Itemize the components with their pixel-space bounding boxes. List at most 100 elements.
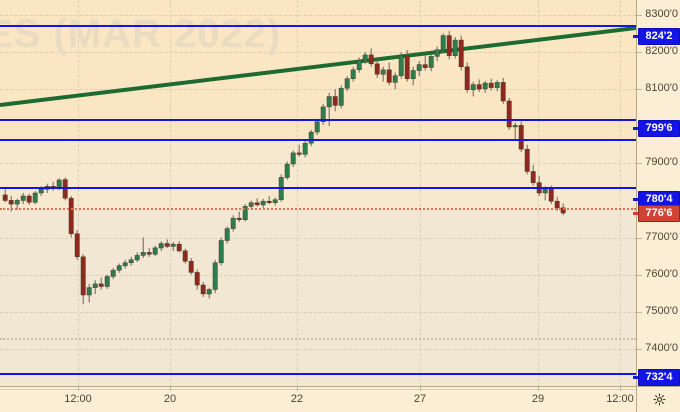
candle-body <box>290 152 296 165</box>
lower-zone <box>0 208 636 386</box>
candle-body <box>362 54 368 61</box>
grid-line-horizontal <box>0 349 636 350</box>
price-marker-7996[interactable]: 799'6 <box>638 120 680 137</box>
candle-body <box>38 189 44 194</box>
price-tick-mark <box>637 238 642 239</box>
candle-body <box>20 195 26 201</box>
price-marker-8242[interactable]: 824'2 <box>638 28 680 45</box>
time-tick-label: 20 <box>163 393 177 405</box>
candle-body <box>74 233 80 258</box>
time-tick-label: 12:00 <box>64 393 92 405</box>
candle-body <box>104 276 110 287</box>
price-tick-label: 7900'0 <box>645 156 678 168</box>
candle-body <box>2 194 8 201</box>
grid-line-vertical <box>420 0 421 386</box>
time-tick-mark <box>170 387 171 391</box>
candle-body <box>404 55 410 79</box>
candle-body <box>464 66 470 91</box>
time-axis[interactable]: 12:00 20 22 27 29 12:00 <box>0 386 636 412</box>
price-tick-label: 7400'0 <box>645 342 678 354</box>
price-marker-nub <box>633 198 638 201</box>
time-tick-mark <box>420 387 421 391</box>
time-tick-label: 12:00 <box>606 393 634 405</box>
candle-body <box>422 64 428 68</box>
price-axis[interactable]: 8300'0 8200'0 8100'0 7900'0 7700'0 7600'0 7500… <box>633 0 680 386</box>
candle-body <box>548 189 554 202</box>
time-tick-mark <box>297 387 298 391</box>
candle-body <box>428 56 434 68</box>
candle-body <box>482 82 488 90</box>
support-upper[interactable] <box>0 187 636 189</box>
candle-body <box>494 82 500 88</box>
time-tick-mark <box>620 387 621 391</box>
candle-body <box>368 54 374 65</box>
candle-body <box>440 35 446 50</box>
candle-body <box>542 189 548 194</box>
candle-body <box>254 202 260 206</box>
price-tick-label: 7500'0 <box>645 305 678 317</box>
candle-body <box>374 63 380 75</box>
candle-body <box>302 143 308 155</box>
resistance-upper[interactable] <box>0 25 636 27</box>
candle-body <box>92 283 98 288</box>
time-tick-label: 27 <box>413 393 427 405</box>
candle-body <box>524 148 530 172</box>
candle-body <box>98 283 104 287</box>
candle-body <box>236 217 242 220</box>
price-tick-mark <box>637 312 642 313</box>
candle-body <box>242 206 248 221</box>
candle-body <box>452 39 458 56</box>
grid-line-horizontal <box>0 89 636 90</box>
candle-body <box>170 243 176 247</box>
candle-body <box>506 100 512 128</box>
price-marker-nub <box>633 35 638 38</box>
price-marker-7324[interactable]: 732'4 <box>638 369 680 386</box>
price-tick-label: 8300'0 <box>645 8 678 20</box>
trendline-layer <box>0 26 636 107</box>
candle-body <box>248 202 254 207</box>
upper-zone <box>0 0 636 139</box>
price-tick-label: 8200'0 <box>645 45 678 57</box>
grid-line-horizontal <box>0 163 636 164</box>
candle-body <box>122 262 128 267</box>
time-tick-label: 22 <box>290 393 304 405</box>
candle-body <box>332 96 338 106</box>
candle-body <box>434 49 440 57</box>
candle-body <box>206 289 212 295</box>
rising-trendline <box>0 26 636 107</box>
candle-body <box>470 84 476 91</box>
candle-body <box>26 195 32 203</box>
candle-body <box>134 255 140 261</box>
candle-body <box>176 243 182 252</box>
price-tick-mark <box>637 15 642 16</box>
chart-plot-area[interactable]: ES (MAR 2022) <box>0 0 636 386</box>
lower-zone-dotted-boundary <box>0 338 636 340</box>
current-price[interactable] <box>0 208 636 210</box>
time-axis-rule <box>0 389 636 390</box>
middle-zone <box>0 139 636 208</box>
candle-body <box>110 269 116 277</box>
candle-body <box>8 200 14 205</box>
chart-settings-button[interactable] <box>636 386 680 412</box>
zone-lower-edge[interactable] <box>0 139 636 141</box>
candle-body <box>158 243 164 249</box>
candle-body <box>512 125 518 128</box>
grid-line-horizontal <box>0 15 636 16</box>
resistance-mid[interactable] <box>0 119 636 121</box>
grid-line-vertical <box>297 0 298 386</box>
candle-body <box>398 55 404 76</box>
price-marker-7766[interactable]: 776'6 <box>638 205 680 222</box>
time-tick-label: 29 <box>531 393 545 405</box>
candle-body <box>140 252 146 256</box>
price-tick-label: 8100'0 <box>645 82 678 94</box>
candle-body <box>488 82 494 88</box>
time-tick-mark <box>538 387 539 391</box>
support-lower[interactable] <box>0 373 636 375</box>
price-marker-nub <box>633 127 638 130</box>
candle-body <box>560 207 566 214</box>
candle-body <box>212 262 218 290</box>
candle-body <box>80 256 86 296</box>
candlestick-series <box>2 31 566 305</box>
candle-body <box>230 217 236 229</box>
